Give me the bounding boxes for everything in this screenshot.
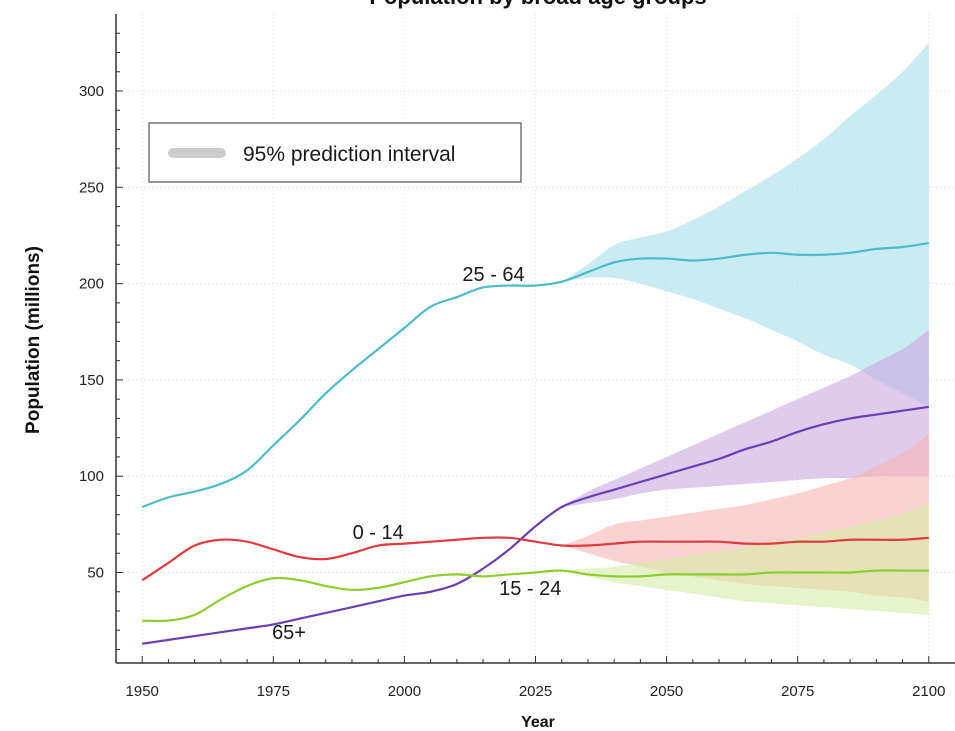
ticks: 50 100 150 200 250 300 1950 1975 2000 2025 2050 207…: [79, 32, 945, 700]
series-line: [141, 536, 929, 582]
y-tick-label: 100: [79, 468, 104, 485]
series-line: [141, 242, 929, 509]
series-label: 15 - 24: [499, 578, 561, 600]
legend-entry: 95% prediction interval: [243, 143, 455, 166]
legend: 95% prediction interval: [148, 122, 522, 183]
x-tick-label: 2075: [781, 683, 814, 700]
chart-title: Population by broad age groups: [369, 0, 706, 9]
x-axis-title: Year: [521, 714, 555, 731]
series-label: 25 - 64: [462, 264, 524, 286]
series-label: 0 - 14: [353, 522, 404, 544]
y-tick-label: 300: [79, 83, 104, 100]
series-labels: 25 - 64 0 - 14 15 - 24 65+: [272, 264, 561, 644]
legend-swatch: [168, 148, 226, 158]
series-lines: [141, 242, 929, 645]
x-tick-label: 2100: [912, 683, 945, 700]
y-tick-label: 200: [79, 276, 104, 293]
series-label: 65+: [272, 622, 306, 644]
y-tick-label: 150: [79, 372, 104, 389]
x-tick-label: 2050: [650, 683, 683, 700]
prediction-band: [561, 42, 929, 407]
prediction-bands: [561, 42, 929, 615]
prediction-band: [561, 329, 929, 508]
x-tick-label: 1950: [126, 683, 159, 700]
series-line: [142, 569, 929, 623]
x-tick-label: 2000: [388, 683, 421, 700]
series-line: [142, 405, 929, 645]
x-tick-label: 1975: [257, 683, 290, 700]
y-tick-label: 50: [87, 564, 104, 581]
y-axis-title: Population (millions): [23, 246, 44, 434]
prediction-band: [561, 503, 929, 615]
y-tick-label: 250: [79, 179, 104, 196]
x-tick-label: 2025: [519, 683, 552, 700]
